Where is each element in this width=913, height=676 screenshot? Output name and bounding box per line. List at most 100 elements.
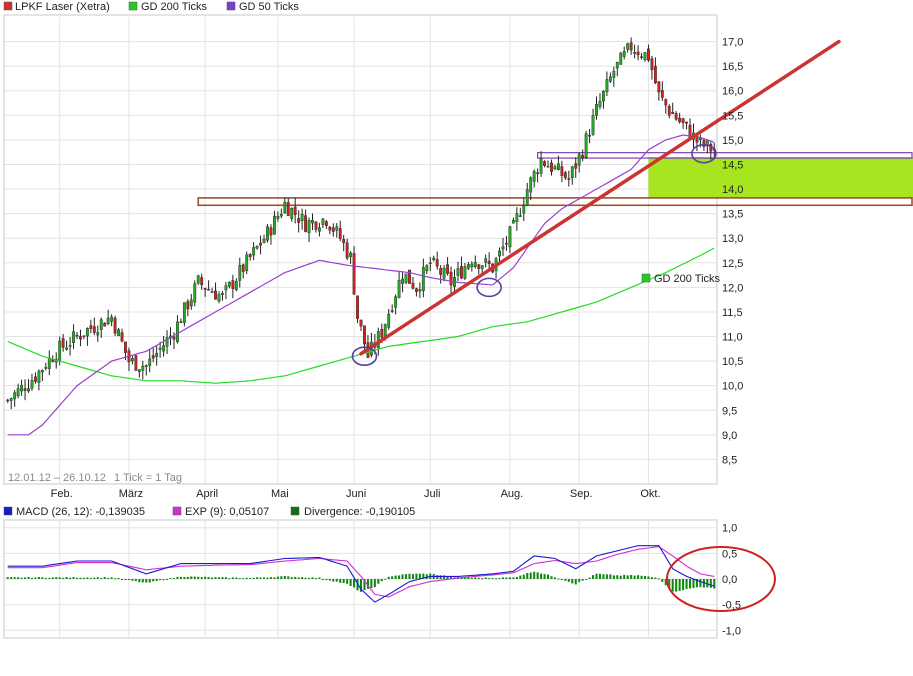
candle-body bbox=[446, 264, 449, 274]
divergence-bar bbox=[242, 578, 245, 580]
divergence-bar bbox=[342, 579, 345, 584]
divergence-bar bbox=[619, 575, 622, 579]
candle-body bbox=[418, 289, 422, 292]
candle-body bbox=[113, 317, 117, 334]
candle-body bbox=[85, 328, 89, 337]
divergence-bar bbox=[256, 577, 259, 579]
divergence-bar bbox=[228, 578, 231, 580]
price-y-tick-label: 11,0 bbox=[722, 332, 743, 344]
price-y-tick-label: 9,0 bbox=[722, 430, 737, 442]
candle-body bbox=[345, 242, 349, 259]
candle-body bbox=[92, 326, 96, 333]
divergence-bar bbox=[688, 579, 692, 589]
divergence-bar bbox=[588, 577, 591, 579]
macd-y-tick-label: -1,0 bbox=[722, 625, 741, 637]
candle-body bbox=[269, 227, 273, 236]
candle-body bbox=[148, 358, 152, 366]
candle-body bbox=[705, 140, 709, 147]
divergence-bar bbox=[356, 579, 359, 591]
candle-body bbox=[390, 310, 394, 312]
candle-body bbox=[408, 269, 411, 284]
candle-body bbox=[460, 266, 463, 279]
candle-body bbox=[615, 61, 619, 69]
divergence-bar bbox=[657, 578, 660, 580]
candle-body bbox=[557, 163, 560, 170]
candle-body bbox=[23, 388, 27, 391]
divergence-bar bbox=[682, 579, 685, 591]
candle-body bbox=[421, 267, 425, 291]
candle-body bbox=[13, 392, 17, 400]
candle-body bbox=[144, 365, 148, 367]
divergence-bar bbox=[640, 575, 643, 579]
divergence-bar bbox=[110, 577, 113, 579]
candle-body bbox=[484, 258, 488, 263]
divergence-bar bbox=[709, 579, 712, 588]
candle-body bbox=[439, 267, 443, 275]
candle-body bbox=[331, 227, 335, 232]
resistance-zone bbox=[197, 197, 913, 207]
divergence-bar bbox=[436, 575, 439, 579]
candle-body bbox=[300, 213, 304, 221]
divergence-bar bbox=[273, 577, 276, 579]
candle-body bbox=[608, 76, 612, 82]
candle-body bbox=[276, 216, 280, 219]
divergence-bar bbox=[370, 579, 373, 589]
divergence-bar bbox=[470, 577, 473, 579]
divergence-bar bbox=[65, 576, 68, 579]
divergence-bar bbox=[404, 574, 408, 579]
divergence-bar bbox=[675, 579, 678, 592]
candle-body bbox=[259, 242, 262, 246]
divergence-bar bbox=[131, 579, 134, 581]
divergence-bar bbox=[30, 577, 34, 579]
price-y-tick-label: 12,5 bbox=[722, 258, 743, 270]
candle-body bbox=[155, 352, 159, 357]
divergence-bar bbox=[581, 579, 584, 581]
legend-swatch-lpkf bbox=[3, 1, 13, 11]
price-gridlines bbox=[4, 17, 717, 484]
candle-body bbox=[151, 355, 155, 359]
gd200-inline-text: GD 200 Ticks bbox=[654, 273, 721, 285]
candle-body bbox=[518, 215, 522, 217]
divergence-bar bbox=[536, 572, 539, 579]
candle-body bbox=[252, 247, 256, 256]
candle-body bbox=[304, 215, 307, 232]
divergence-bar bbox=[269, 577, 272, 579]
macd-y-tick-label: 0,5 bbox=[722, 548, 737, 560]
candle-body bbox=[37, 370, 41, 383]
month-label: März bbox=[119, 488, 143, 500]
candle-body bbox=[72, 331, 75, 343]
candle-body bbox=[671, 111, 675, 115]
divergence-bar bbox=[294, 576, 297, 579]
candle-body bbox=[505, 243, 508, 245]
candle-body bbox=[387, 313, 391, 328]
candle-body bbox=[605, 79, 609, 93]
divergence-bar bbox=[495, 578, 498, 580]
candle-body bbox=[196, 275, 200, 284]
candle-body bbox=[529, 177, 533, 193]
divergence-bar bbox=[162, 579, 165, 581]
month-label: Feb. bbox=[51, 488, 73, 500]
candle-body bbox=[293, 206, 297, 215]
candle-body bbox=[162, 345, 165, 352]
divergence-bar bbox=[515, 576, 518, 579]
divergence-bar bbox=[498, 578, 501, 580]
candle-body bbox=[182, 302, 186, 323]
candle-body bbox=[685, 121, 688, 124]
candle-body bbox=[425, 265, 429, 272]
macd-y-axis: 1,0 0,5 0,0 -0,5 -1,0 bbox=[722, 523, 741, 638]
candle-body bbox=[47, 357, 51, 369]
divergence-bar bbox=[332, 579, 335, 582]
candle-body bbox=[560, 166, 564, 176]
divergence-bar bbox=[484, 577, 487, 579]
candle-body bbox=[636, 51, 640, 56]
candle-body bbox=[68, 345, 72, 347]
candle-body bbox=[314, 221, 318, 230]
candle-body bbox=[321, 218, 325, 225]
candle-body bbox=[79, 336, 82, 340]
divergence-bar bbox=[6, 577, 9, 579]
divergence-bar bbox=[695, 579, 698, 588]
divergence-bar bbox=[567, 579, 570, 582]
candle-body bbox=[428, 262, 432, 264]
candle-body bbox=[501, 246, 505, 250]
month-label: Sep. bbox=[570, 488, 593, 500]
